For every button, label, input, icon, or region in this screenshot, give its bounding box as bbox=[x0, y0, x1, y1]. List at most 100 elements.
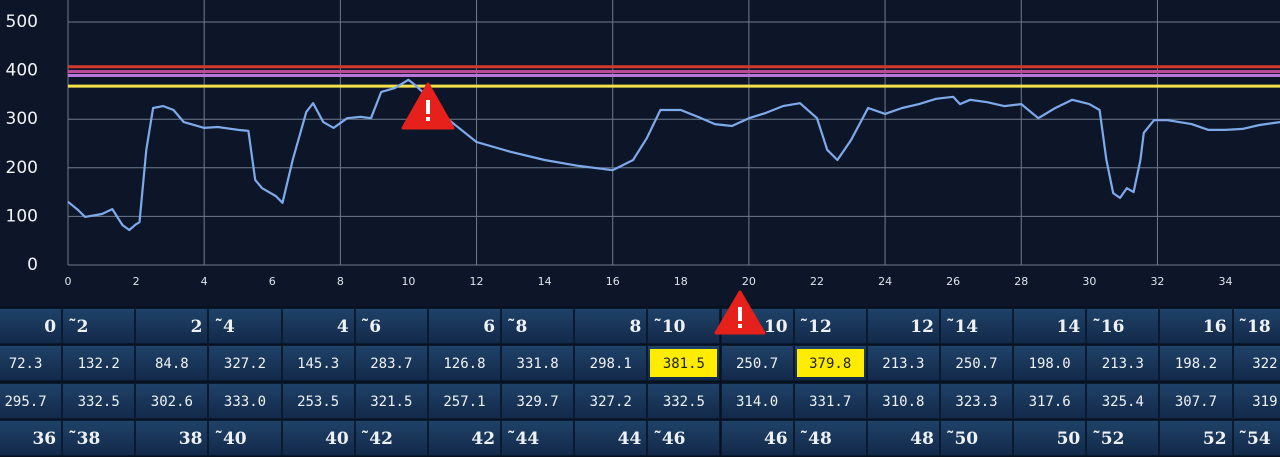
x-tick-label: 0 bbox=[65, 275, 72, 288]
table-header-cell: 36 bbox=[0, 420, 63, 456]
x-tick-label: 26 bbox=[946, 275, 960, 288]
table-cell: 322. bbox=[1232, 345, 1280, 381]
table-cell: 213.3 bbox=[866, 345, 940, 381]
table-header-cell: ˜40 bbox=[208, 420, 282, 456]
y-tick-label: 300 bbox=[6, 109, 38, 129]
table-header-cell: 10 bbox=[720, 308, 794, 344]
table-cell: 381.5 bbox=[647, 345, 721, 381]
table-header-cell: 42 bbox=[427, 420, 502, 456]
table-header-cell: 4 bbox=[281, 308, 355, 344]
y-tick-label: 0 bbox=[27, 255, 38, 275]
highlighted-value: 381.5 bbox=[650, 349, 718, 377]
table-header-cell: 48 bbox=[866, 420, 940, 456]
table-header-cell: ˜38 bbox=[62, 420, 136, 456]
table-cell: 145.3 bbox=[281, 345, 355, 381]
x-tick-label: 32 bbox=[1150, 275, 1164, 288]
table-cell: 307.7 bbox=[1159, 383, 1233, 419]
x-tick-label: 12 bbox=[470, 275, 484, 288]
x-tick-label: 4 bbox=[201, 275, 208, 288]
table-cell: 319. bbox=[1232, 383, 1280, 419]
table-header-cell: ˜52 bbox=[1086, 420, 1160, 456]
table-cell: 257.1 bbox=[427, 383, 502, 419]
table-cell: 295.7 bbox=[0, 383, 63, 419]
table-header-cell: ˜8 bbox=[501, 308, 575, 344]
table-cell: 298.1 bbox=[574, 345, 648, 381]
x-tick-label: 6 bbox=[269, 275, 276, 288]
x-tick-label: 20 bbox=[742, 275, 756, 288]
table-header-cell: ˜2 bbox=[62, 308, 136, 344]
table-cell: 332.5 bbox=[647, 383, 721, 419]
table-cell: 379.8 bbox=[793, 345, 867, 381]
y-tick-label: 400 bbox=[6, 61, 38, 81]
table-header-cell: ˜54 bbox=[1232, 420, 1280, 456]
x-tick-label: 34 bbox=[1219, 275, 1233, 288]
table-header-cell: ˜44 bbox=[501, 420, 575, 456]
table-header-cell: 2 bbox=[135, 308, 209, 344]
table-cell: 253.5 bbox=[281, 383, 355, 419]
x-tick-label: 22 bbox=[810, 275, 824, 288]
table-header-cell: 46 bbox=[720, 420, 794, 456]
table-cell: 329.7 bbox=[501, 383, 575, 419]
table-header-cell: ˜6 bbox=[354, 308, 428, 344]
table-header-cell: ˜12 bbox=[793, 308, 867, 344]
x-tick-label: 30 bbox=[1082, 275, 1096, 288]
y-tick-label: 500 bbox=[6, 12, 38, 32]
table-cell: 72.3 bbox=[0, 345, 63, 381]
table-cell: 333.0 bbox=[208, 383, 282, 419]
table-cell: 323.3 bbox=[939, 383, 1014, 419]
table-cell: 317.6 bbox=[1013, 383, 1087, 419]
table-cell: 198.2 bbox=[1159, 345, 1233, 381]
table-header-cell: ˜48 bbox=[793, 420, 867, 456]
table-cell: 331.8 bbox=[501, 345, 575, 381]
table-header-cell: 16 bbox=[1159, 308, 1233, 344]
table-cell: 132.2 bbox=[62, 345, 136, 381]
table-header-cell: ˜10 bbox=[647, 308, 721, 344]
table-header-cell: ˜18 bbox=[1232, 308, 1280, 344]
table-header-cell: ˜4 bbox=[208, 308, 282, 344]
table-cell: 198.0 bbox=[1013, 345, 1087, 381]
highlighted-value: 379.8 bbox=[796, 349, 864, 377]
table-header-cell: 12 bbox=[866, 308, 940, 344]
table-header-cell: 0 bbox=[0, 308, 63, 344]
table-header-cell: ˜16 bbox=[1086, 308, 1160, 344]
table-cell: 332.5 bbox=[62, 383, 136, 419]
x-tick-label: 24 bbox=[878, 275, 892, 288]
table-cell: 283.7 bbox=[354, 345, 428, 381]
x-tick-label: 8 bbox=[337, 275, 344, 288]
table-cell: 314.0 bbox=[720, 383, 794, 419]
x-tick-label: 16 bbox=[606, 275, 620, 288]
table-cell: 126.8 bbox=[427, 345, 502, 381]
table-header-cell: ˜14 bbox=[939, 308, 1014, 344]
table-cell: 302.6 bbox=[135, 383, 209, 419]
y-tick-label: 200 bbox=[6, 158, 38, 178]
table-cell: 250.7 bbox=[939, 345, 1014, 381]
x-tick-label: 10 bbox=[401, 275, 415, 288]
data-table: 0 ˜2 2 ˜4 4 ˜6 6 ˜8 8 ˜10 10 ˜12 12 ˜14 14 ˜16 16 ˜18 72.3… bbox=[0, 306, 1280, 457]
table-header-cell: 50 bbox=[1013, 420, 1087, 456]
table-header-cell: 6 bbox=[427, 308, 502, 344]
chart-background bbox=[0, 0, 1280, 306]
table-cell: 84.8 bbox=[135, 345, 209, 381]
table-header-cell: 14 bbox=[1013, 308, 1087, 344]
table-header-cell: 52 bbox=[1159, 420, 1233, 456]
table-header-cell: ˜46 bbox=[647, 420, 721, 456]
table-header-cell: 8 bbox=[574, 308, 648, 344]
y-tick-label: 100 bbox=[6, 206, 38, 226]
table-header-cell: ˜42 bbox=[354, 420, 428, 456]
x-tick-label: 2 bbox=[133, 275, 140, 288]
table-cell: 310.8 bbox=[866, 383, 940, 419]
table-cell: 327.2 bbox=[208, 345, 282, 381]
table-cell: 327.2 bbox=[574, 383, 648, 419]
table-header-cell: 40 bbox=[281, 420, 355, 456]
x-tick-label: 14 bbox=[538, 275, 552, 288]
table-cell: 250.7 bbox=[720, 345, 794, 381]
table-cell: 321.5 bbox=[354, 383, 428, 419]
table-header-cell: 44 bbox=[574, 420, 648, 456]
data-line bbox=[67, 78, 1280, 232]
table-header-cell: 38 bbox=[135, 420, 209, 456]
table-cell: 325.4 bbox=[1086, 383, 1160, 419]
x-tick-label: 18 bbox=[674, 275, 688, 288]
table-cell: 213.3 bbox=[1086, 345, 1160, 381]
table-cell: 331.7 bbox=[793, 383, 867, 419]
